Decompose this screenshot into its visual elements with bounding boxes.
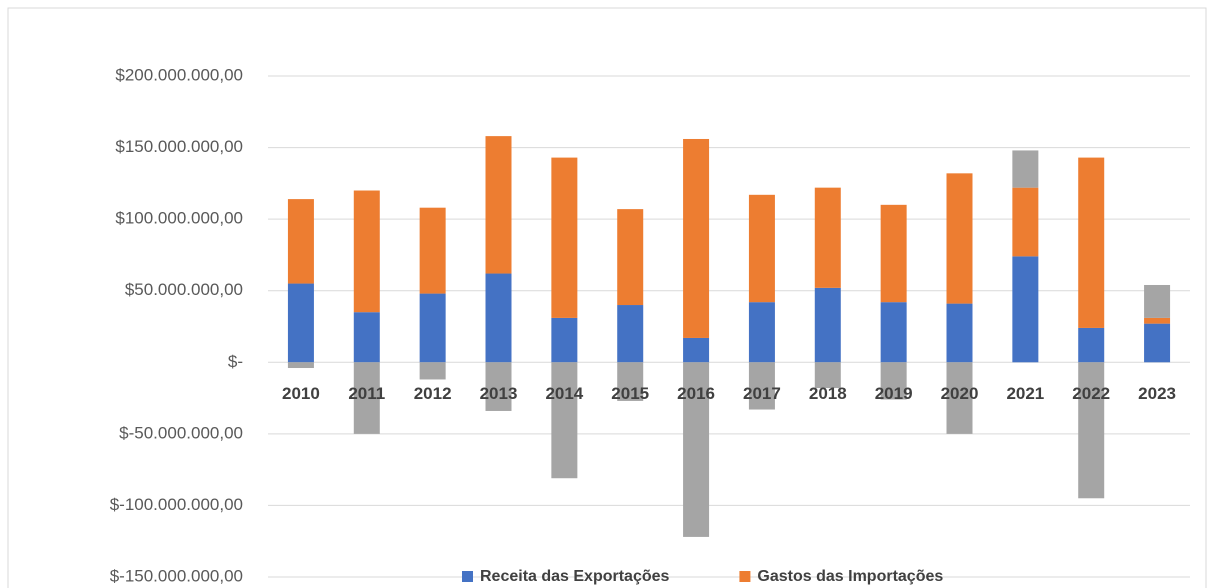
bar [551,317,578,363]
bar [880,204,907,303]
bar [287,199,314,284]
bar [683,362,710,537]
x-tick-label: 2020 [941,384,979,403]
x-tick-label: 2017 [743,384,781,403]
bar [748,362,775,410]
bar [880,302,907,363]
legend-label: Gastos das Importações [757,568,943,585]
bar [485,273,512,363]
bar [1012,187,1039,257]
bar [814,187,841,288]
bar [419,362,446,380]
x-tick-label: 2012 [414,384,452,403]
bar [814,362,841,389]
bar [617,362,644,401]
legend-label: Receita das Exportações [480,568,670,585]
bar [946,173,973,304]
y-tick-label: $200.000.000,00 [115,65,243,84]
y-tick-label: $-100.000.000,00 [110,495,243,514]
bar [1144,323,1171,363]
x-tick-label: 2011 [348,384,385,403]
x-tick-label: 2023 [1138,384,1176,403]
x-tick-label: 2013 [480,384,518,403]
bar [617,209,644,306]
bar [814,287,841,363]
x-tick-label: 2010 [282,384,320,403]
bar [946,362,973,434]
bar [683,337,710,363]
bar [683,138,710,338]
bar [748,194,775,303]
legend-swatch [462,571,473,582]
y-tick-label: $150.000.000,00 [115,137,243,156]
bar [419,207,446,294]
bar [946,303,973,363]
bar [1144,317,1171,324]
x-tick-label: 2019 [875,384,913,403]
bar [551,362,578,479]
bar [551,157,578,318]
bar [748,302,775,363]
x-tick-label: 2016 [677,384,715,403]
bar [353,190,380,313]
y-tick-label: $- [228,352,243,371]
x-tick-label: 2022 [1072,384,1110,403]
bar [1078,362,1105,499]
x-tick-label: 2014 [545,384,583,403]
x-tick-label: 2021 [1006,384,1044,403]
x-tick-label: 2015 [611,384,649,403]
bar [485,362,512,411]
bar [485,136,512,274]
bar [1012,150,1039,188]
bar [617,305,644,363]
bar [880,362,907,400]
y-tick-label: $50.000.000,00 [125,280,243,299]
bar [1012,256,1039,363]
bar [353,362,380,434]
y-tick-label: $-50.000.000,00 [119,423,243,442]
legend-swatch [739,571,751,582]
bar [1144,284,1171,318]
bar [287,362,314,369]
y-tick-label: $-150.000.000,00 [110,566,243,585]
bar [419,293,446,363]
bar [353,312,380,363]
y-tick-label: $100.000.000,00 [115,209,243,228]
bar [1078,157,1105,328]
chart-border [7,7,1207,588]
bar [1078,327,1105,363]
bar [287,283,314,363]
x-tick-label: 2018 [809,384,847,403]
